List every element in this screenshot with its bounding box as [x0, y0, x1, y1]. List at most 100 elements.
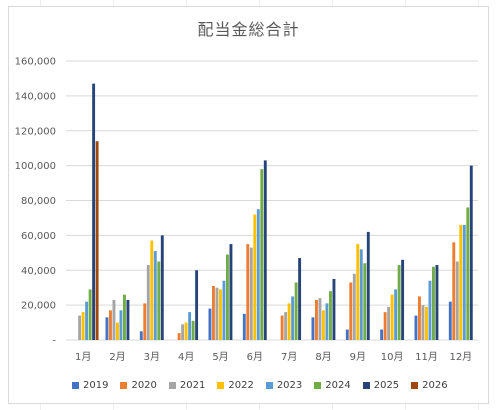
bar-2024-7[interactable] — [294, 282, 298, 340]
bar-2021-4[interactable] — [181, 324, 185, 340]
bar-2026-1[interactable] — [95, 141, 99, 340]
bar-2023-4[interactable] — [188, 312, 192, 340]
bar-2025-4[interactable] — [195, 270, 199, 340]
legend-item-2019[interactable]: 2019 — [72, 380, 108, 391]
bar-2025-9[interactable] — [366, 231, 370, 340]
bar-2021-12[interactable] — [455, 261, 459, 340]
bar-2025-2[interactable] — [126, 299, 130, 340]
bar-2019-11[interactable] — [414, 315, 418, 340]
bar-2022-8[interactable] — [322, 310, 325, 340]
y-tick-label: 160,000 — [15, 57, 56, 68]
bar-2019-12[interactable] — [448, 301, 452, 340]
legend-item-2025[interactable]: 2025 — [362, 380, 400, 391]
bar-2023-12[interactable] — [462, 224, 466, 340]
bar-2023-10[interactable] — [394, 289, 398, 340]
y-tick-label: 100,000 — [15, 161, 56, 172]
bar-2023-9[interactable] — [359, 249, 363, 340]
legend-label: 2020 — [131, 380, 157, 391]
bar-2019-10[interactable] — [380, 329, 384, 340]
bar-2021-3[interactable] — [146, 265, 150, 340]
bar-2023-1[interactable] — [85, 301, 89, 340]
bar-2025-1[interactable] — [92, 83, 96, 340]
bar-2024-1[interactable] — [88, 289, 92, 340]
bar-2024-5[interactable] — [226, 254, 229, 340]
bar-2023-5[interactable] — [222, 280, 226, 340]
bar-2024-4[interactable] — [191, 320, 195, 340]
bar-2021-1[interactable] — [78, 315, 82, 340]
bar-2022-1[interactable] — [81, 312, 85, 340]
bar-2022-7[interactable] — [287, 303, 291, 340]
bar-2022-4[interactable] — [184, 322, 188, 340]
bar-2022-5[interactable] — [219, 289, 222, 340]
legend-item-2023[interactable]: 2023 — [265, 380, 302, 391]
bar-2023-6[interactable] — [256, 209, 260, 340]
bar-2024-9[interactable] — [363, 263, 367, 340]
bar-2025-7[interactable] — [298, 258, 302, 340]
bar-2025-8[interactable] — [332, 278, 336, 340]
bar-2022-6[interactable] — [253, 214, 257, 340]
legend-item-2022[interactable]: 2022 — [217, 380, 254, 391]
bar-2020-10[interactable] — [383, 312, 387, 340]
bar-2021-10[interactable] — [387, 306, 391, 340]
bar-2019-3[interactable] — [139, 331, 143, 340]
bar-2024-2[interactable] — [123, 294, 126, 340]
bar-2020-2[interactable] — [109, 310, 112, 340]
bar-2025-11[interactable] — [435, 265, 439, 340]
bar-2019-2[interactable] — [105, 317, 109, 340]
bar-2021-5[interactable] — [215, 287, 219, 340]
bar-2020-7[interactable] — [280, 315, 284, 340]
bar-2021-6[interactable] — [249, 247, 253, 340]
legend-item-2024[interactable]: 2024 — [314, 380, 351, 391]
bar-2022-3[interactable] — [150, 240, 154, 340]
bar-2025-6[interactable] — [263, 160, 267, 340]
bar-2020-4[interactable] — [177, 333, 181, 340]
bar-2020-12[interactable] — [452, 242, 456, 340]
bar-2024-6[interactable] — [260, 169, 264, 340]
bar-2023-3[interactable] — [153, 251, 157, 340]
bar-2021-9[interactable] — [352, 273, 356, 340]
x-tick-label: 1月 — [75, 351, 91, 363]
legend-item-2020[interactable]: 2020 — [120, 380, 157, 391]
bar-2024-11[interactable] — [432, 266, 435, 340]
bar-2022-12[interactable] — [459, 224, 463, 340]
bar-2025-12[interactable] — [469, 165, 473, 340]
bar-2025-3[interactable] — [160, 235, 164, 340]
bar-2023-2[interactable] — [119, 310, 123, 340]
bar-2025-5[interactable] — [229, 244, 233, 340]
legend-item-2026[interactable]: 2026 — [411, 380, 448, 391]
bar-2021-2[interactable] — [112, 299, 116, 340]
bar-2022-9[interactable] — [356, 244, 360, 340]
x-tick-label: 2月 — [109, 351, 125, 363]
bar-2020-9[interactable] — [349, 282, 353, 340]
legend-label: 2019 — [83, 380, 109, 391]
bar-2024-12[interactable] — [466, 207, 470, 340]
bar-2025-10[interactable] — [401, 259, 405, 340]
bar-2022-10[interactable] — [390, 294, 394, 340]
bar-2019-8[interactable] — [311, 317, 315, 340]
bar-2019-6[interactable] — [242, 313, 246, 340]
bar-2021-7[interactable] — [284, 312, 288, 340]
bar-2020-8[interactable] — [315, 299, 318, 340]
bar-2020-5[interactable] — [212, 285, 215, 340]
bar-2022-11[interactable] — [425, 306, 428, 340]
legend-item-2021[interactable]: 2021 — [168, 380, 205, 391]
y-tick-label: 20,000 — [21, 301, 56, 312]
legend-label: 2025 — [373, 380, 400, 391]
bar-2020-11[interactable] — [418, 296, 421, 340]
bar-2023-11[interactable] — [428, 280, 432, 340]
x-tick-label: 7月 — [281, 351, 297, 363]
bar-2019-5[interactable] — [208, 308, 212, 340]
bar-2020-6[interactable] — [246, 244, 250, 340]
bar-2020-3[interactable] — [143, 303, 147, 340]
bar-2024-10[interactable] — [397, 265, 401, 340]
bar-2019-9[interactable] — [345, 329, 349, 340]
bar-2023-7[interactable] — [291, 296, 295, 340]
legend-label: 2024 — [325, 380, 351, 391]
bar-2024-8[interactable] — [329, 291, 332, 340]
bar-2021-11[interactable] — [421, 305, 425, 340]
bar-2022-2[interactable] — [116, 322, 119, 340]
bar-2023-8[interactable] — [325, 303, 329, 340]
bar-2021-8[interactable] — [318, 298, 322, 340]
legend-swatch — [217, 382, 225, 389]
bar-2024-3[interactable] — [157, 261, 161, 340]
